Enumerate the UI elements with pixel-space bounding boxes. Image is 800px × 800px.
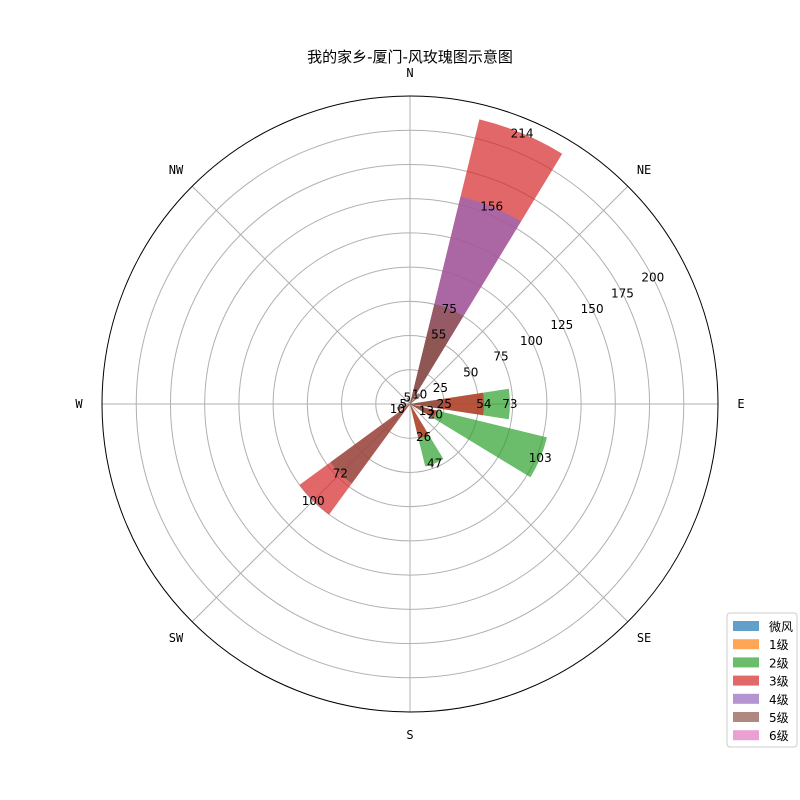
direction-label: NW — [169, 163, 184, 177]
legend-entry: 4级 — [769, 693, 789, 707]
radial-tick-label: 75 — [493, 350, 508, 364]
grid-spoke — [409, 403, 629, 623]
bar-value-label: 100 — [302, 494, 325, 508]
direction-label: NE — [637, 163, 651, 177]
wind-bar — [410, 404, 547, 478]
radial-tick-label: 100 — [520, 334, 543, 348]
legend-entry: 1级 — [769, 638, 789, 652]
bar-value-label: 54 — [476, 397, 491, 411]
wind-bar — [410, 392, 484, 416]
radial-tick-label: 175 — [611, 286, 634, 300]
direction-label: E — [737, 397, 744, 411]
bar-value-label: 10 — [390, 402, 405, 416]
radial-tick-label: 200 — [641, 271, 664, 285]
direction-label: S — [406, 728, 413, 742]
bar-value-label: 55 — [431, 327, 446, 341]
direction-label: N — [406, 66, 413, 80]
bar-value-label: 10 — [412, 387, 427, 401]
radial-tick-label: 150 — [581, 302, 604, 316]
bar-value-label: 214 — [511, 126, 534, 140]
legend-swatch — [733, 657, 759, 668]
bar-value-label: 26 — [416, 430, 431, 444]
direction-labels: N NE E SE S SW W NW — [75, 66, 744, 742]
bar-value-label: 5 — [399, 397, 407, 411]
radial-tick-label: 125 — [550, 318, 573, 332]
wind-bar — [410, 398, 445, 410]
wind-bar — [403, 402, 410, 406]
legend-swatch — [733, 675, 759, 686]
bar-value-label: 5 — [404, 391, 412, 405]
wind-bar — [396, 404, 410, 412]
bar-value-label: 73 — [502, 397, 517, 411]
legend-swatch — [733, 712, 759, 722]
radial-tick-label: 25 — [433, 381, 448, 395]
direction-label: SW — [169, 631, 184, 645]
legend: 微风 1级 2级 3级 4级 5级 6级 — [726, 612, 798, 748]
legend-entry: 微风 — [769, 620, 793, 634]
legend-swatch — [733, 693, 759, 704]
wind-bar — [410, 330, 450, 404]
radial-tick-labels: 25 50 75 100 125 150 175 200 — [433, 271, 665, 396]
bar-value-label: 75 — [442, 302, 457, 316]
wind-bar — [410, 404, 428, 414]
polar-grid — [101, 95, 719, 713]
legend-swatch — [733, 730, 759, 741]
bar-value-label: 47 — [427, 456, 442, 470]
outer-ring — [101, 95, 719, 713]
wind-bar — [410, 392, 422, 404]
bar-value-label: 103 — [529, 451, 552, 465]
legend-swatch — [733, 639, 759, 650]
legend-entry: 5级 — [769, 711, 789, 725]
bar-value-label: 13 — [419, 404, 434, 418]
bar-value-label: 20 — [428, 407, 443, 421]
legend-entry: 6级 — [769, 729, 789, 743]
wind-bar — [406, 397, 410, 404]
bar-value-label: 72 — [333, 467, 348, 481]
bars-layer — [299, 119, 563, 515]
wind-bar — [410, 404, 429, 439]
bar-value-label: 25 — [437, 397, 452, 411]
direction-label: SE — [637, 631, 651, 645]
radial-tick-label: 50 — [463, 365, 478, 379]
legend-swatch — [733, 621, 759, 631]
grid-spoke — [191, 185, 411, 405]
direction-label: W — [75, 397, 83, 411]
legend-entry: 3级 — [769, 675, 789, 689]
chart-title: 我的家乡-厦门-风玫瑰图示意图 — [307, 48, 513, 66]
grid-spoke — [409, 185, 629, 405]
legend-entry: 2级 — [769, 656, 789, 670]
wind-bar — [330, 404, 410, 484]
bar-value-label: 156 — [480, 200, 503, 214]
